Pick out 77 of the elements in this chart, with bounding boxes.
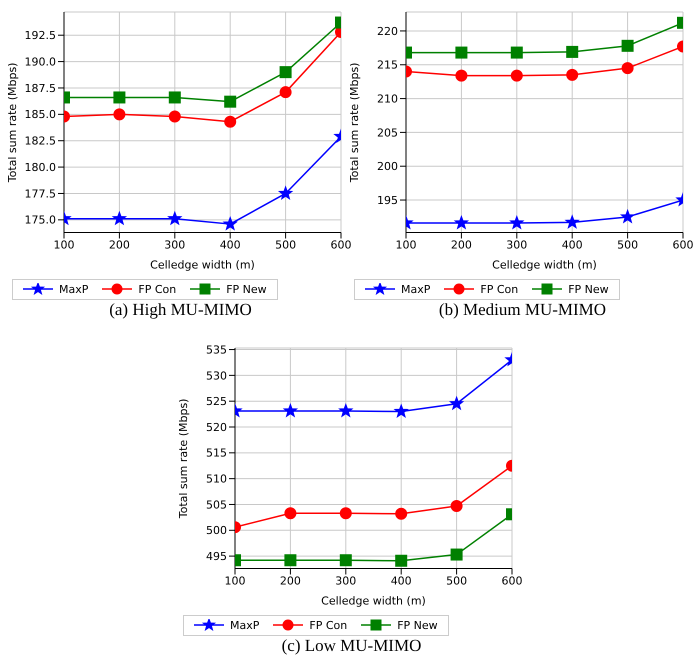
point <box>224 96 236 108</box>
x-tick-label: 300 <box>335 574 356 588</box>
legend-label: FP New <box>568 282 609 296</box>
x-tick-label: 100 <box>54 238 74 252</box>
point <box>395 554 408 567</box>
point <box>510 46 523 59</box>
y-tick-label: 180.0 <box>24 160 56 174</box>
y-axis-title: Total sum rate (Mbps) <box>176 398 190 520</box>
y-tick-label: 182.5 <box>24 134 56 148</box>
y-tick-label: 175.0 <box>24 214 56 227</box>
y-tick-label: 192.5 <box>24 29 56 42</box>
y-tick-label: 500 <box>206 524 227 538</box>
y-tick-label: 510 <box>206 472 227 486</box>
legend-label: FP Con <box>309 618 348 632</box>
x-axis-title: Celledge width (m) <box>492 258 597 272</box>
x-tick-label: 500 <box>275 238 296 252</box>
point <box>168 110 181 122</box>
text: (c) Low MU-MIMO <box>280 636 422 656</box>
legend-label: FP Con <box>138 282 176 296</box>
point <box>339 404 353 417</box>
y-tick-label: 187.5 <box>24 82 56 95</box>
point <box>340 554 352 566</box>
x-tick-label: 500 <box>446 574 468 588</box>
y-tick-label: 215 <box>377 58 398 72</box>
x-tick-label: 200 <box>108 238 130 252</box>
y-tick-label: 220 <box>377 24 398 38</box>
point <box>340 507 352 520</box>
y-tick-label: 515 <box>206 446 227 460</box>
point <box>223 216 237 230</box>
legend-label: MaxP <box>230 618 260 632</box>
y-tick-label: 535 <box>206 343 227 356</box>
point <box>510 216 524 229</box>
x-tick-label: 200 <box>280 574 301 588</box>
point <box>395 508 408 520</box>
point <box>168 212 182 225</box>
legend-label: FP Con <box>480 282 518 296</box>
y-tick-label: 525 <box>206 395 227 408</box>
x-axis-title: Celledge width (m) <box>150 258 255 272</box>
y-tick-label: 177.5 <box>24 187 56 200</box>
point <box>566 46 578 58</box>
x-tick-label: 100 <box>224 574 246 588</box>
text: (b) Medium MU-MIMO <box>438 300 608 320</box>
x-tick-label: 100 <box>396 238 416 252</box>
point <box>168 91 181 104</box>
x-tick-label: 600 <box>502 574 522 588</box>
x-tick-label: 500 <box>617 238 638 252</box>
y-axis-title: Total sum rate (Mbps) <box>6 62 19 184</box>
x-tick-label: 600 <box>330 238 352 252</box>
x-tick-label: 400 <box>390 574 412 588</box>
point <box>510 70 523 82</box>
point <box>394 404 408 418</box>
y-tick-label: 190.0 <box>24 55 56 68</box>
y-tick-label: 520 <box>206 420 227 434</box>
x-tick-label: 400 <box>562 238 583 252</box>
y-tick-label: 185.0 <box>24 108 56 122</box>
x-tick-label: 200 <box>450 238 472 252</box>
point <box>224 116 236 128</box>
y-tick-label: 495 <box>206 550 227 564</box>
y-tick-label: 505 <box>206 498 227 512</box>
legend-label: MaxP <box>401 282 430 296</box>
text: (a) High MU-MIMO <box>108 300 253 320</box>
y-tick-label: 210 <box>377 92 398 106</box>
y-tick-label: 195 <box>377 194 398 207</box>
y-axis-title: Total sum rate (Mbps) <box>348 62 361 184</box>
point <box>565 215 579 228</box>
legend-label: MaxP <box>59 282 88 296</box>
x-tick-label: 300 <box>164 238 186 252</box>
y-tick-label: 205 <box>377 126 398 140</box>
y-tick-label: 530 <box>206 369 227 382</box>
x-tick-label: 600 <box>672 238 694 252</box>
x-tick-label: 300 <box>506 238 528 252</box>
legend-label: FP New <box>226 282 267 296</box>
point <box>566 68 578 81</box>
legend-label: FP New <box>397 618 438 632</box>
x-axis-title: Celledge width (m) <box>321 594 426 608</box>
x-tick-label: 400 <box>220 238 241 252</box>
y-tick-label: 200 <box>377 160 398 174</box>
